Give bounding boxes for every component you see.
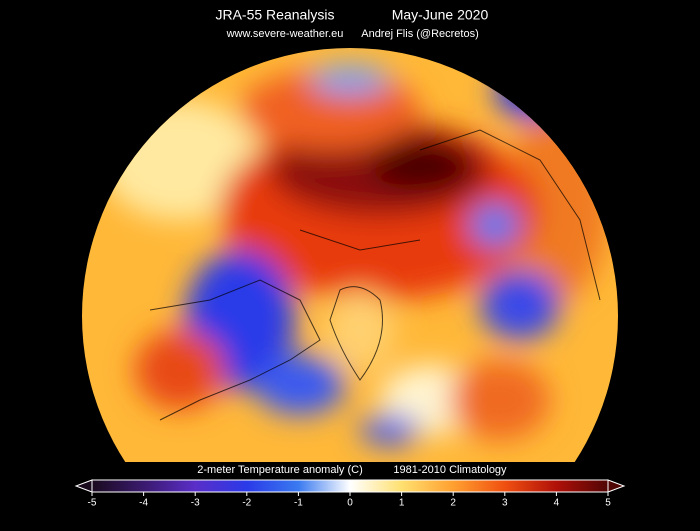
period: May-June 2020 xyxy=(392,7,489,23)
colorbar-tick-label: -5 xyxy=(88,498,97,509)
colorbar-climatology: 1981-2010 Climatology xyxy=(393,464,507,476)
colorbar-tick-label: -1 xyxy=(294,498,303,509)
colorbar-tick-label: 0 xyxy=(347,498,353,509)
colorbar-tick-label: 2 xyxy=(450,498,456,509)
author: Andrej Flis (@Recretos) xyxy=(361,28,479,40)
colorbar-tick-label: -3 xyxy=(191,498,200,509)
colorbar-tick-label: 4 xyxy=(554,498,560,509)
title: JRA-55 Reanalysis xyxy=(215,7,334,23)
colorbar-tick-label: 1 xyxy=(399,498,405,509)
colorbar-tick-label: 3 xyxy=(502,498,508,509)
colorbar-tick-label: -2 xyxy=(242,498,251,509)
colorbar-gradient xyxy=(91,479,609,493)
globe-map xyxy=(82,48,618,462)
colorbar-label: 2-meter Temperature anomaly (C) xyxy=(197,464,362,476)
colorbar: -5 -4 -3 -2 -1 0 1 2 3 4 5 xyxy=(74,479,626,509)
colorbar-tick-label: 5 xyxy=(605,498,611,509)
colorbar-tick-label: -4 xyxy=(139,498,148,509)
website: www.severe-weather.eu xyxy=(226,28,344,40)
